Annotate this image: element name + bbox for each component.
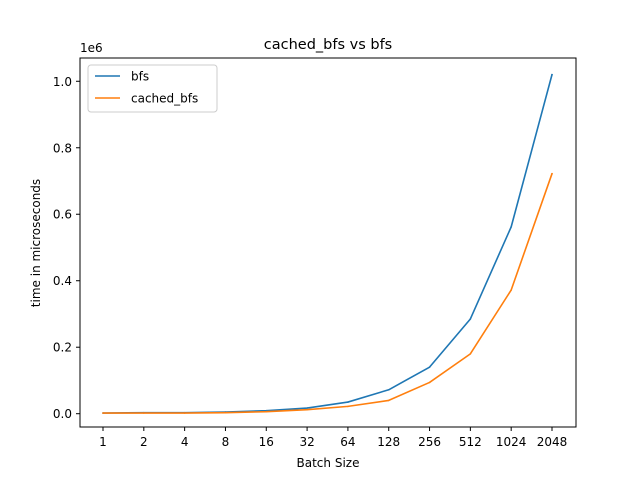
y-tick-label-0.4: 0.4: [53, 274, 72, 288]
data-point-cached-bfs-1024: [510, 289, 512, 291]
data-point-bfs-1024: [510, 226, 512, 228]
chart-title: cached_bfs vs bfs: [264, 37, 392, 53]
data-point-cached-bfs-16: [265, 410, 268, 413]
data-point-bfs-256: [428, 366, 431, 368]
x-tick-label-1: 1: [99, 435, 107, 449]
legend-box: [87, 64, 218, 113]
data-point-cached-bfs-128: [387, 399, 390, 402]
data-point-cached-bfs-4: [183, 412, 186, 414]
y-tick-label-0.8: 0.8: [53, 141, 72, 155]
data-point-cached-bfs-2: [143, 412, 145, 414]
data-point-bfs-32: [306, 407, 308, 409]
data-point-cached-bfs-512: [469, 353, 472, 355]
plot-area: 1 2 4 8 16 32 64 128 256 512 1024 2048 0.0 0.2 0.4 0.6 0…: [53, 73, 568, 449]
x-tick-label-8: 8: [222, 435, 230, 449]
x-tick-label-2: 2: [140, 435, 148, 449]
y-tick-label-0.2: 0.2: [53, 341, 72, 355]
data-point-cached-bfs-256: [428, 381, 431, 384]
series-line-cached-bfs: [102, 172, 553, 414]
legend: bfs cached_bfs: [87, 64, 218, 113]
data-point-cached-bfs-2048: [551, 172, 553, 175]
data-point-bfs-64: [347, 401, 349, 403]
y-tick-label-0.0: 0.0: [53, 407, 72, 421]
data-point-bfs-512: [469, 318, 472, 320]
legend-label-bfs: bfs: [131, 70, 149, 84]
x-axis-label: Batch Size: [297, 456, 360, 470]
x-tick-label-64: 64: [340, 435, 355, 449]
data-point-cached-bfs-1: [102, 412, 104, 414]
x-tick-label-128: 128: [377, 435, 400, 449]
x-tick-label-256: 256: [418, 435, 441, 449]
x-tick-label-2048: 2048: [537, 435, 568, 449]
data-point-bfs-128: [387, 388, 390, 391]
x-tick-label-32: 32: [299, 435, 314, 449]
x-tick-label-512: 512: [459, 435, 482, 449]
legend-label-cached-bfs: cached_bfs: [131, 92, 198, 106]
data-point-bfs-2048: [551, 73, 553, 76]
y-tick-label-0.6: 0.6: [53, 208, 72, 222]
y-offset-label: 1e6: [80, 41, 103, 55]
data-point-cached-bfs-32: [306, 408, 308, 411]
data-point-cached-bfs-64: [347, 405, 349, 408]
x-tick-label-4: 4: [181, 435, 189, 449]
series-line-bfs: [102, 73, 553, 414]
data-point-cached-bfs-8: [224, 411, 227, 414]
y-axis-label: time in microseconds: [29, 179, 43, 307]
plot-frame: [79, 57, 577, 428]
x-tick-label-16: 16: [259, 435, 274, 449]
y-tick-label-1.0: 1.0: [53, 75, 72, 89]
x-tick-label-1024: 1024: [496, 435, 527, 449]
